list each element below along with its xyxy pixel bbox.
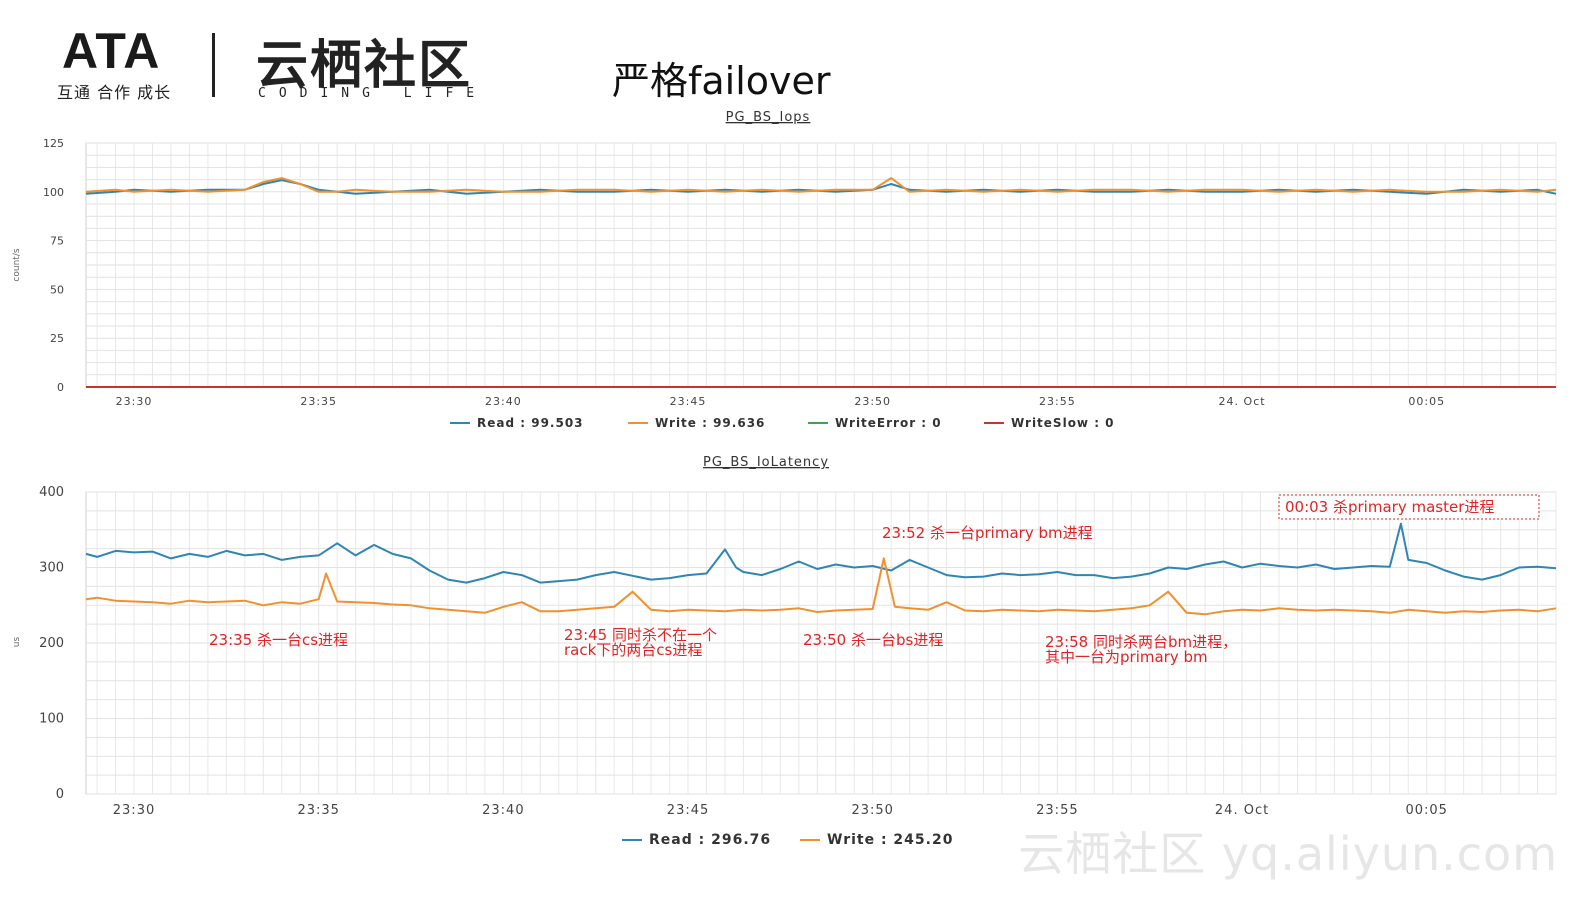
iops-legend-label: Read : 99.503 <box>477 416 584 430</box>
iops-legend-label: WriteError : 0 <box>835 416 942 430</box>
iops-legend: Read : 99.503 Write : 99.636 WriteError : … <box>450 416 1115 430</box>
latency-series-lines <box>85 522 1557 616</box>
iops-x-tick-label: 23:30 <box>116 395 153 408</box>
iops-y-tick-label: 100 <box>43 186 64 199</box>
latency-y-tick-label: 100 <box>39 712 64 727</box>
annotation-kill-two-cs: 23:45 同时杀不在一个 <box>564 626 717 644</box>
iops-x-tick-label: 23:40 <box>485 395 522 408</box>
iops-y-tick-label: 75 <box>50 235 64 248</box>
annotation-kill-two-bm: 23:58 同时杀两台bm进程， <box>1045 633 1237 651</box>
latency-y-tick-label: 300 <box>39 561 64 576</box>
latency-x-tick-label: 00:05 <box>1405 803 1447 818</box>
latency-y-tick-label: 200 <box>39 636 64 651</box>
iops-series-lines <box>85 177 1557 388</box>
latency-y-tick-label: 400 <box>39 485 64 500</box>
iops-series-write <box>85 177 1557 193</box>
ata-logo-subtitle: 互通 合作 成长 <box>57 83 172 102</box>
iops-x-tick-label: 23:55 <box>1039 395 1076 408</box>
iops-legend-label: Write : 99.636 <box>655 416 765 430</box>
latency-gridlines <box>86 491 1557 795</box>
iops-y-tick-label: 50 <box>50 283 64 296</box>
latency-legend-label: Write : 245.20 <box>827 832 953 848</box>
latency-x-tick-labels: 23:30 23:35 23:40 23:45 23:50 23:55 24. Oct 00:… <box>113 803 1447 818</box>
iops-y-tick-label: 0 <box>57 381 64 394</box>
latency-y-tick-label: 0 <box>56 787 64 802</box>
iops-chart: PG_BS_Iops 0 25 50 75 100 125 23:30 23:35 23:40… <box>12 110 1557 430</box>
yunqi-logo: 云栖社区 <box>256 36 473 96</box>
annotation-kill-bs: 23:50 杀一台bs进程 <box>803 631 943 649</box>
iops-x-tick-label: 00:05 <box>1408 395 1445 408</box>
annotation-kill-cs: 23:35 杀一台cs进程 <box>209 631 348 649</box>
latency-x-tick-label: 23:45 <box>667 803 709 818</box>
iops-chart-title: PG_BS_Iops <box>726 110 811 125</box>
latency-chart-title: PG_BS_IoLatency <box>703 455 829 470</box>
latency-legend: Read : 296.76 Write : 245.20 <box>622 832 953 848</box>
latency-annotations: 23:35 杀一台cs进程 23:45 同时杀不在一个 rack下的两台cs进程… <box>209 494 1540 666</box>
latency-y-axis-label: us <box>12 636 22 647</box>
iops-y-tick-labels: 0 25 50 75 100 125 <box>43 137 64 394</box>
latency-x-tick-label: 23:50 <box>851 803 893 818</box>
iops-gridlines <box>86 142 1557 388</box>
annotation-kill-primary-master: 00:03 杀primary master进程 <box>1285 498 1494 516</box>
ata-logo: ATA <box>62 23 161 79</box>
logo-divider <box>212 33 215 97</box>
latency-series-write <box>85 557 1557 616</box>
latency-y-tick-labels: 0 100 200 300 400 <box>39 485 64 802</box>
latency-x-tick-label: 23:40 <box>482 803 524 818</box>
iops-y-tick-label: 25 <box>50 332 64 345</box>
slide-title: 严格failover <box>612 59 831 103</box>
watermark: 云栖社区 yq.aliyun.com <box>1018 827 1558 881</box>
iops-x-tick-labels: 23:30 23:35 23:40 23:45 23:50 23:55 24. Oct 00:… <box>116 395 1445 408</box>
yunqi-logo-subtitle: CODING LIFE <box>258 86 488 101</box>
iops-y-tick-label: 125 <box>43 137 64 150</box>
latency-x-tick-label: 23:55 <box>1036 803 1078 818</box>
annotation-kill-two-cs-line2: rack下的两台cs进程 <box>564 641 702 659</box>
iops-x-tick-label: 23:45 <box>670 395 707 408</box>
annotation-kill-two-bm-line2: 其中一台为primary bm <box>1045 648 1208 666</box>
latency-x-tick-label: 24. Oct <box>1215 803 1269 818</box>
iops-legend-label: WriteSlow : 0 <box>1011 416 1115 430</box>
latency-x-tick-label: 23:35 <box>297 803 339 818</box>
iops-x-tick-label: 23:35 <box>300 395 337 408</box>
latency-series-read <box>85 522 1557 584</box>
latency-x-tick-label: 23:30 <box>113 803 155 818</box>
annotation-kill-primary-bm: 23:52 杀一台primary bm进程 <box>882 524 1093 542</box>
iops-x-tick-label: 24. Oct <box>1219 395 1266 408</box>
latency-chart: PG_BS_IoLatency 0 100 200 300 400 23:30 23:35… <box>12 455 1557 848</box>
annotation-box <box>1278 494 1540 520</box>
iops-x-tick-label: 23:50 <box>854 395 891 408</box>
latency-legend-label: Read : 296.76 <box>649 832 771 848</box>
iops-y-axis-label: count/s <box>12 248 22 281</box>
